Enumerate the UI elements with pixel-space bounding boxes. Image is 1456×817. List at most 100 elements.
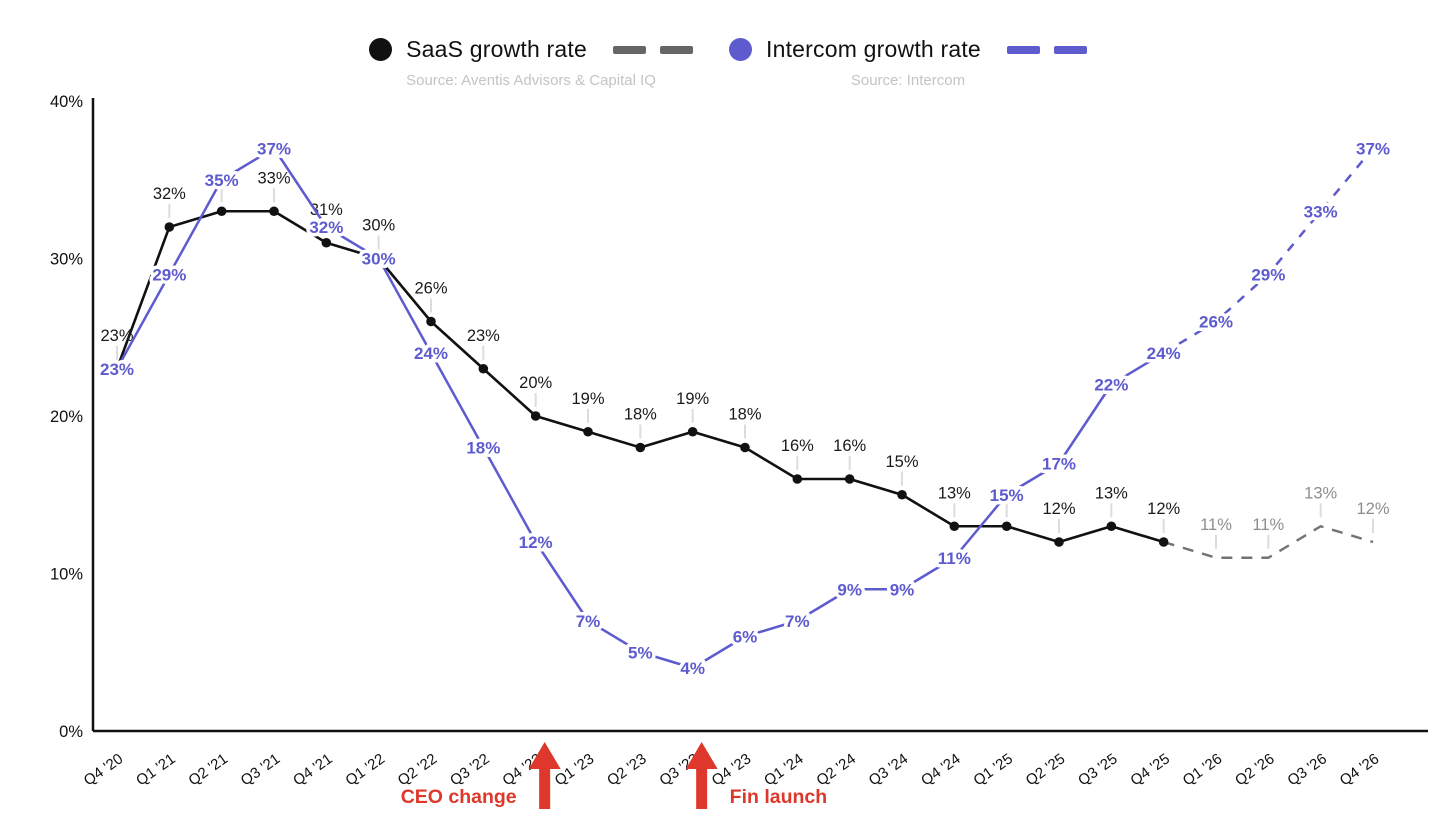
saas-dash-1 <box>613 45 646 54</box>
legend-item-saas: SaaS growth rate Source: Aventis Advisor… <box>369 36 693 89</box>
intercom-point-label: 32% <box>309 218 343 237</box>
annotation-label: CEO change <box>401 786 517 808</box>
saas-point-label: 11% <box>1200 516 1232 534</box>
annotation-arrow-icon <box>685 742 718 809</box>
x-tick-label: Q3 '25 <box>1075 750 1121 789</box>
x-tick-label: Q3 '22 <box>447 750 493 789</box>
intercom-point-label: 30% <box>362 250 396 269</box>
intercom-point-label: 4% <box>680 659 705 678</box>
saas-point-label: 26% <box>414 280 447 298</box>
saas-point-label: 18% <box>728 406 761 424</box>
x-tick-label: Q1 '24 <box>761 750 807 789</box>
intercom-series-dot-icon <box>729 38 752 61</box>
x-tick-label: Q4 '25 <box>1127 750 1173 789</box>
intercom-point-label: 9% <box>837 580 862 599</box>
x-tick-label: Q4 '23 <box>709 750 755 789</box>
x-tick-label: Q2 '21 <box>185 750 231 789</box>
y-tick-label: 30% <box>50 251 83 269</box>
intercom-point-label: 23% <box>100 360 134 379</box>
legend-item-intercom: Intercom growth rate Source: Intercom <box>729 36 1087 89</box>
legend-label-saas: SaaS growth rate <box>406 36 587 62</box>
x-tick-label: Q1 '23 <box>552 750 598 789</box>
x-tick-label: Q4 '21 <box>290 750 336 789</box>
data-point-marker <box>583 426 593 437</box>
intercom-point-label: 17% <box>1042 454 1076 473</box>
data-point-marker <box>792 474 803 484</box>
x-tick-label: Q4 '20 <box>81 750 127 789</box>
intercom-point-label: 24% <box>414 344 448 363</box>
data-point-marker <box>216 206 227 217</box>
saas-series-dot-icon <box>369 38 393 61</box>
x-tick-label: Q2 '23 <box>604 750 650 789</box>
saas-point-label: 23% <box>467 327 500 345</box>
saas-point-label: 15% <box>885 453 918 471</box>
intercom-point-label: 7% <box>576 612 601 631</box>
intercom-point-label: 9% <box>890 580 915 599</box>
saas-dash-2 <box>660 45 693 54</box>
data-point-marker <box>740 442 750 453</box>
y-tick-label: 0% <box>59 723 83 741</box>
intercom-line <box>115 147 1165 670</box>
data-point-marker <box>1158 537 1169 547</box>
saas-dash-swatch-icon <box>613 45 693 54</box>
data-point-marker <box>1001 521 1012 532</box>
intercom-point-label: 22% <box>1094 376 1128 395</box>
x-tick-label: Q1 '21 <box>133 750 179 789</box>
intercom-point-label: 7% <box>785 612 810 631</box>
intercom-point-label: 18% <box>466 439 500 458</box>
intercom-point-label: 37% <box>257 139 291 158</box>
saas-point-label: 12% <box>1147 500 1180 518</box>
y-tick-label: 40% <box>50 93 83 111</box>
saas-point-label: 13% <box>1095 484 1128 502</box>
x-tick-label: Q1 '22 <box>342 750 388 789</box>
legend-label-intercom: Intercom growth rate <box>766 36 981 62</box>
saas-point-label: 12% <box>1042 500 1075 518</box>
intercom-point-label: 29% <box>1251 265 1285 284</box>
saas-source-caption: Source: Aventis Advisors & Capital IQ <box>406 72 656 89</box>
data-point-marker <box>844 474 855 484</box>
data-point-marker <box>164 222 175 232</box>
saas-point-label: 13% <box>938 484 971 502</box>
data-point-marker <box>530 411 541 421</box>
intercom-point-label: 37% <box>1356 139 1390 158</box>
data-point-marker <box>949 521 960 532</box>
intercom-point-label: 35% <box>205 171 239 190</box>
x-tick-label: Q4 '26 <box>1337 750 1383 789</box>
saas-point-label: 16% <box>833 437 866 455</box>
x-tick-label: Q2 '22 <box>395 750 441 789</box>
saas-point-label: 18% <box>624 406 657 424</box>
intercom-dash-1 <box>1006 45 1040 54</box>
intercom-point-label: 12% <box>519 533 553 552</box>
intercom-point-label: 29% <box>152 265 186 284</box>
x-tick-label: Q4 '24 <box>918 750 964 789</box>
data-point-marker <box>687 426 698 437</box>
intercom-point-label: 15% <box>990 486 1024 505</box>
intercom-projection-line <box>1163 147 1374 355</box>
saas-point-label: 13% <box>1304 484 1337 502</box>
saas-projection-line <box>1163 524 1374 559</box>
x-tick-label: Q2 '24 <box>813 750 859 789</box>
saas-point-label: 30% <box>362 217 395 235</box>
data-point-marker <box>635 442 646 453</box>
intercom-point-label: 24% <box>1147 344 1181 363</box>
y-tick-label: 10% <box>50 566 83 584</box>
x-tick-label: Q1 '25 <box>970 750 1016 789</box>
chart-legend: SaaS growth rate Source: Aventis Advisor… <box>0 36 1456 89</box>
saas-point-label: 19% <box>571 390 604 408</box>
data-point-marker <box>426 316 436 327</box>
data-point-marker <box>478 363 489 374</box>
saas-point-label: 12% <box>1356 500 1389 518</box>
annotation-label: Fin launch <box>730 786 828 808</box>
saas-point-label: 11% <box>1252 516 1284 534</box>
saas-point-label: 20% <box>519 374 552 392</box>
intercom-dash-swatch-icon <box>1006 45 1087 54</box>
intercom-point-label: 26% <box>1199 313 1233 332</box>
data-point-marker <box>1054 537 1064 547</box>
saas-point-label: 19% <box>676 390 709 408</box>
saas-point-label: 32% <box>153 185 186 203</box>
intercom-point-label: 11% <box>938 549 971 568</box>
x-tick-label: Q3 '26 <box>1284 750 1330 789</box>
intercom-point-label: 33% <box>1304 202 1338 221</box>
